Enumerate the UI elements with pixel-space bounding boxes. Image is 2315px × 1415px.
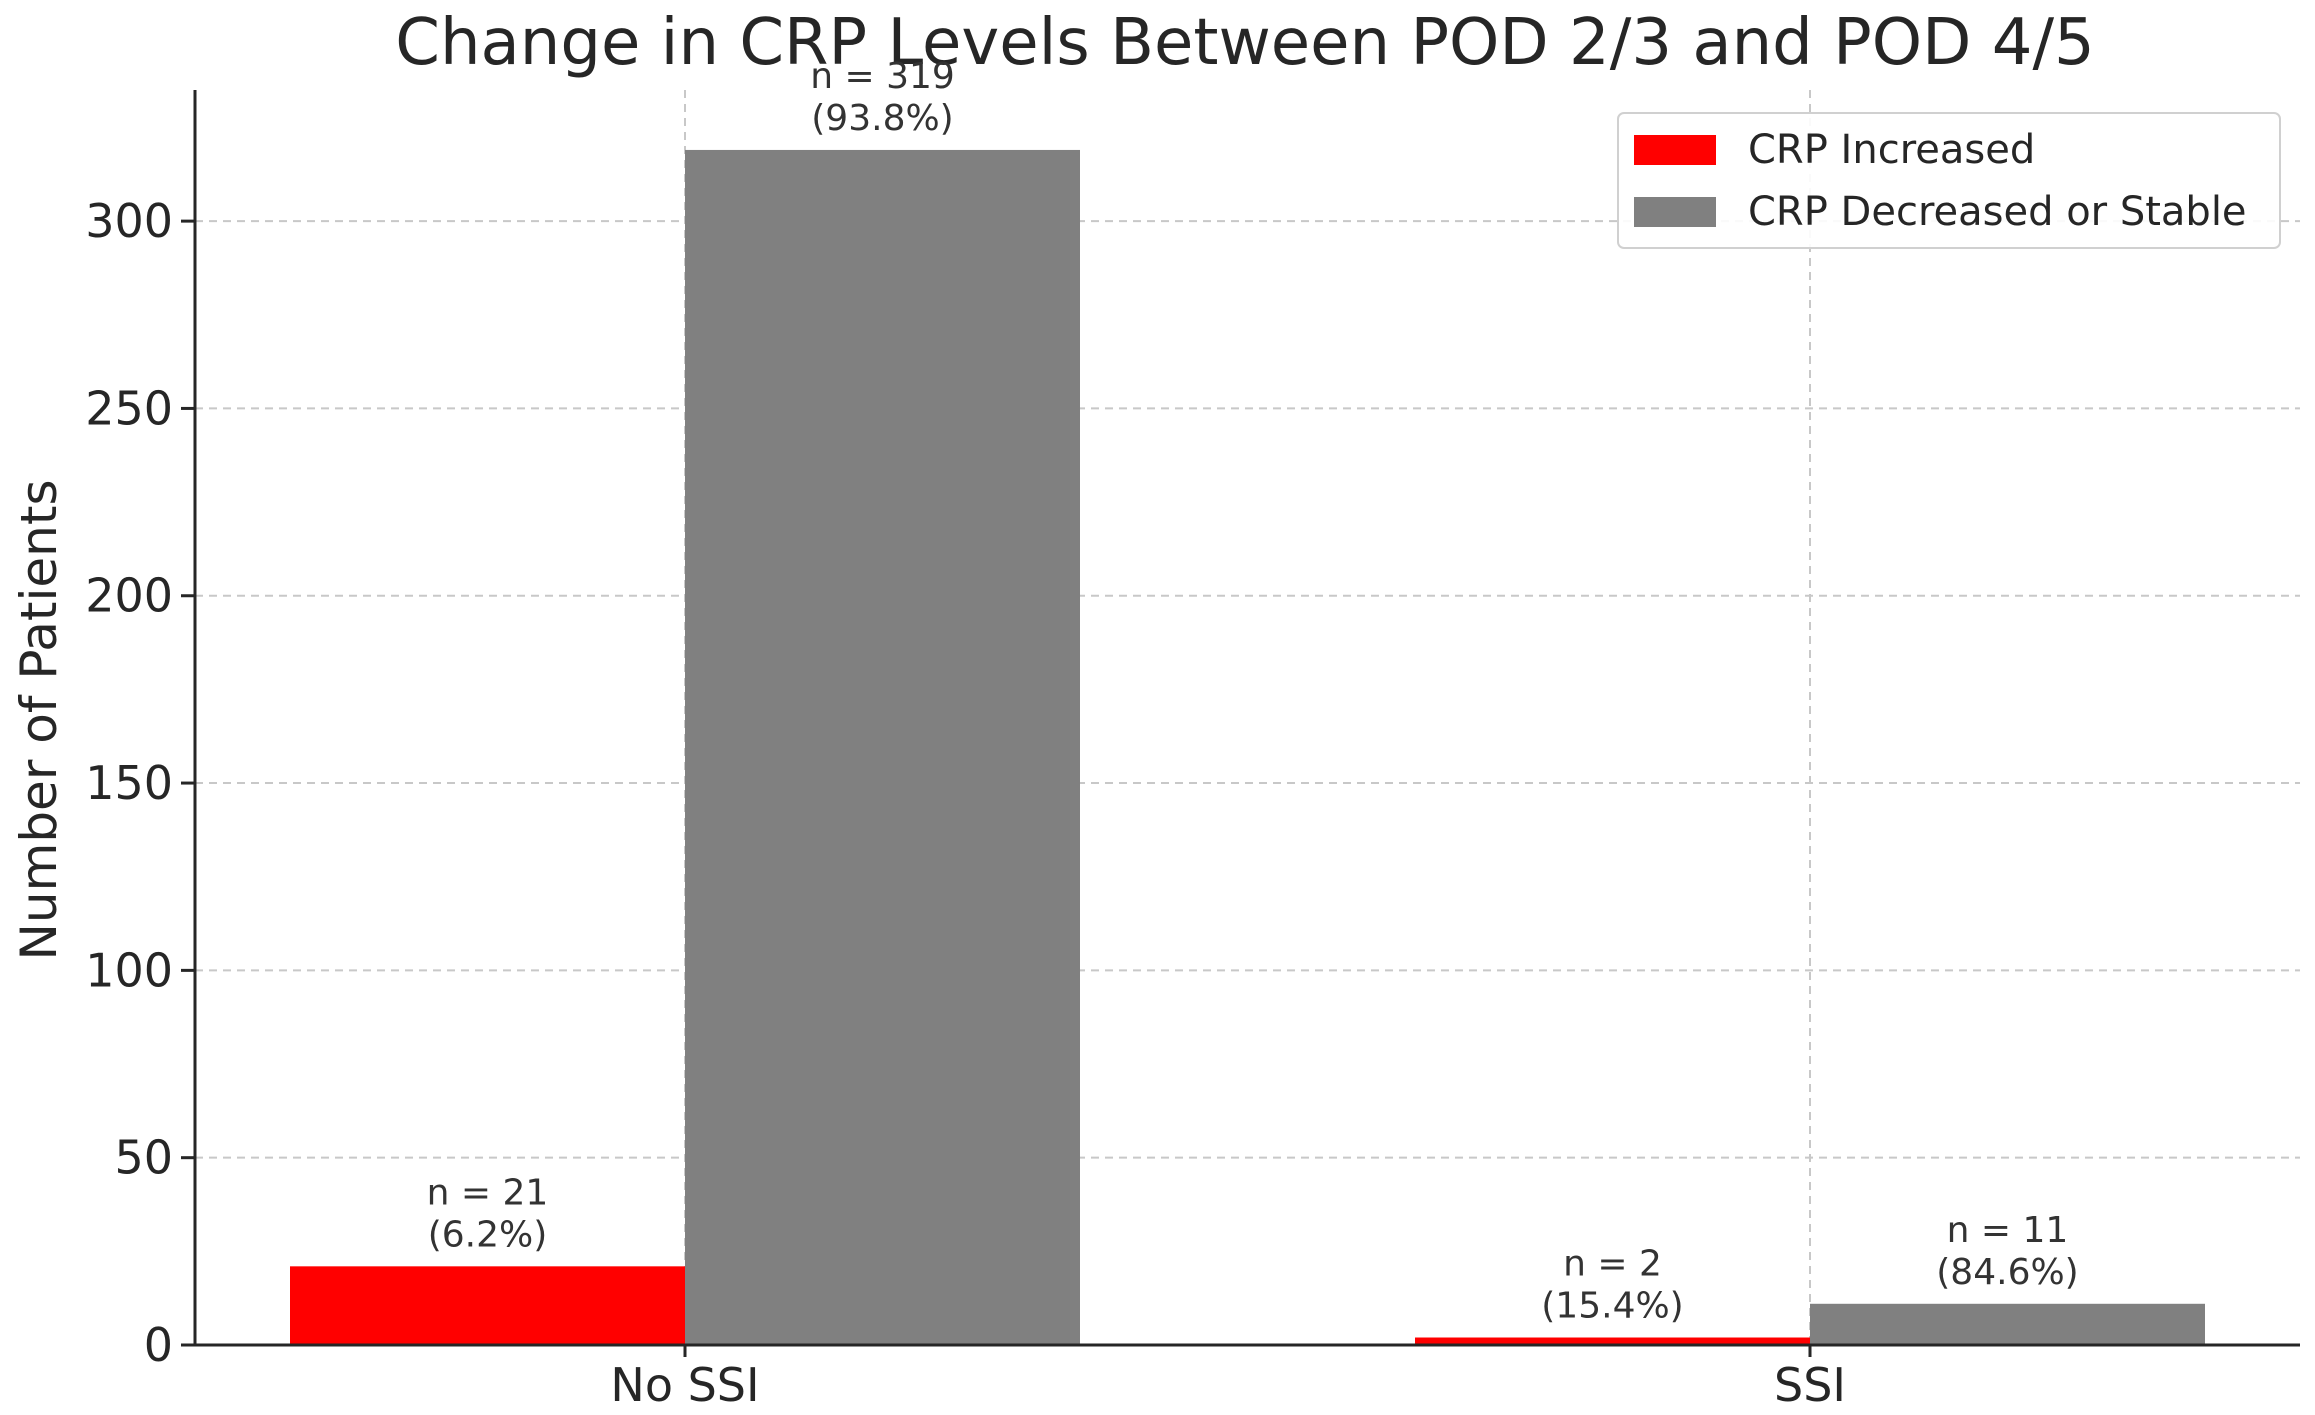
bar-data-label: n = 2: [1563, 1244, 1662, 1285]
bar-data-label: n = 21: [427, 1172, 549, 1213]
bar-crp-decreased-or-stable: [1810, 1303, 2205, 1345]
legend-swatch: [1634, 135, 1716, 165]
data-labels: n = 21(6.2%) n = 2(15.4%) n = 319(93.8%) n …: [427, 56, 2079, 1327]
y-axis-label: Number of Patients: [10, 480, 68, 961]
legend-label: CRP Increased: [1748, 127, 2035, 173]
y-tick-label: 50: [114, 1131, 173, 1185]
legend-label: CRP Decreased or Stable: [1748, 189, 2247, 235]
x-tick-label: SSI: [1774, 1358, 1846, 1412]
bar-crp-increased: [290, 1266, 685, 1345]
y-tick-label: 300: [85, 194, 173, 248]
y-tick-label: 0: [144, 1318, 173, 1372]
bar-data-label: n = 11: [1947, 1210, 2069, 1251]
y-tick-label: 200: [85, 569, 173, 623]
axes: 0 50 100 150 200 250 300 No SSI SSI: [85, 90, 2300, 1412]
legend-swatch: [1634, 197, 1716, 227]
bar-data-label: (6.2%): [428, 1214, 548, 1255]
chart-title: Change in CRP Levels Between POD 2/3 and…: [395, 6, 2094, 80]
y-tick-label: 150: [85, 756, 173, 810]
bars: [290, 149, 2205, 1345]
y-tick-label: 100: [85, 943, 173, 997]
bar-data-label: n = 319: [810, 56, 955, 97]
bar-data-label: (15.4%): [1541, 1286, 1683, 1327]
legend-box: [1617, 112, 2281, 249]
y-tick-label: 250: [85, 381, 173, 435]
bar-data-label: (84.6%): [1936, 1252, 2078, 1293]
gridlines: [195, 90, 2300, 1345]
x-tick-label: No SSI: [610, 1358, 759, 1412]
bar-crp-decreased-or-stable: [685, 149, 1080, 1345]
bar-crp-increased: [1415, 1337, 1810, 1345]
bar-data-label: (93.8%): [811, 98, 953, 139]
legend: CRP Increased CRP Decreased or Stable: [1617, 112, 2281, 249]
